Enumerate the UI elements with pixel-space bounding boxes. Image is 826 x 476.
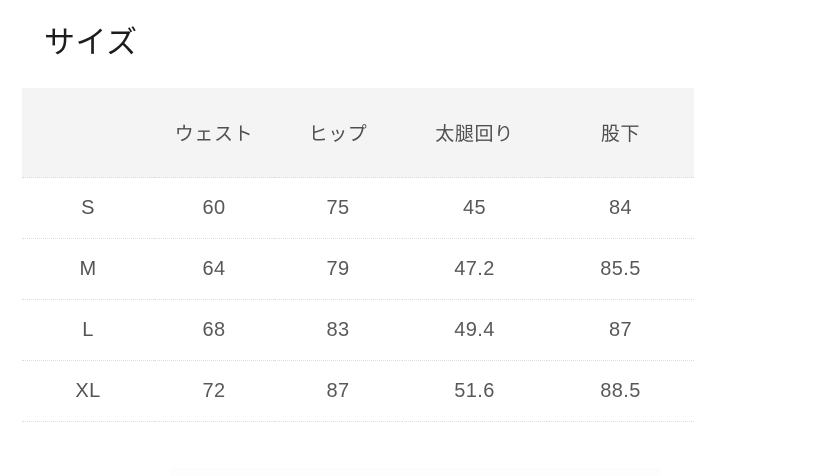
size-table: ウェスト ヒップ 太腿回り 股下 S 60 75 45 84 M 64 79 4… [22,88,694,422]
cell-hip: 79 [274,238,402,300]
table-row: L 68 83 49.4 87 [22,299,694,361]
cell-waist: 72 [154,360,274,422]
page-title: サイズ [44,25,138,60]
cell-size: L [22,299,154,361]
cell-thigh: 49.4 [402,299,547,361]
cell-inseam: 88.5 [547,360,694,422]
table-header-row: ウェスト ヒップ 太腿回り 股下 [22,88,694,178]
size-table-head: ウェスト ヒップ 太腿回り 股下 [22,88,694,178]
column-header-size [22,88,154,178]
column-header-waist: ウェスト [154,88,274,178]
cell-thigh: 45 [402,177,547,239]
bottom-decorative-band [170,468,660,476]
cell-waist: 64 [154,238,274,300]
cell-thigh: 51.6 [402,360,547,422]
table-row: XL 72 87 51.6 88.5 [22,360,694,422]
column-header-hip: ヒップ [274,88,402,178]
cell-size: XL [22,360,154,422]
cell-waist: 60 [154,177,274,239]
cell-size: M [22,238,154,300]
column-header-inseam: 股下 [547,88,694,178]
table-row: S 60 75 45 84 [22,177,694,239]
table-row: M 64 79 47.2 85.5 [22,238,694,300]
cell-hip: 83 [274,299,402,361]
cell-size: S [22,177,154,239]
column-header-thigh: 太腿回り [402,88,547,178]
cell-waist: 68 [154,299,274,361]
cell-inseam: 84 [547,177,694,239]
size-table-body: S 60 75 45 84 M 64 79 47.2 85.5 L 68 83 … [22,177,694,422]
cell-inseam: 85.5 [547,238,694,300]
cell-hip: 87 [274,360,402,422]
cell-hip: 75 [274,177,402,239]
cell-inseam: 87 [547,299,694,361]
cell-thigh: 47.2 [402,238,547,300]
